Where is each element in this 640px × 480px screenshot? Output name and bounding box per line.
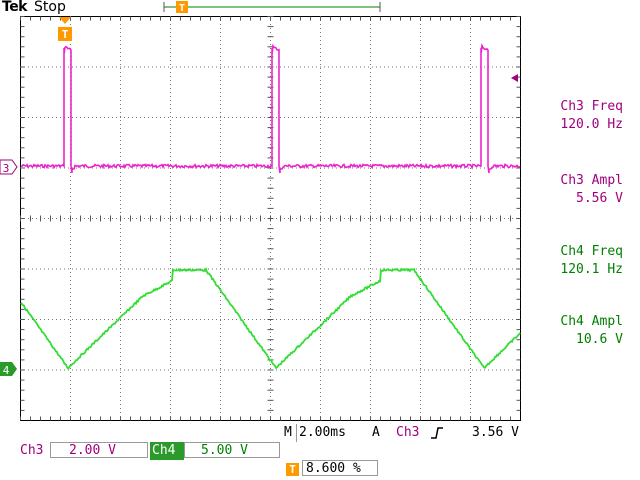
trigger-level[interactable]: 3.56 V (472, 425, 519, 440)
brand-logo: Tek (2, 0, 28, 15)
ch4-ground-marker[interactable]: 4 (0, 362, 17, 377)
ch3-scale-value[interactable]: 2.00 V (50, 442, 148, 458)
ch3-scale-label: Ch3 (20, 443, 44, 458)
meas-ch4-freq: Ch4 Freq 120.1 Hz (520, 243, 640, 279)
svg-text:T: T (179, 3, 185, 14)
meas-label: Ch4 Freq (560, 244, 623, 259)
trigger-mode: A (372, 425, 380, 440)
trigger-level-arrow-icon (511, 74, 518, 82)
ch4-waveform (20, 266, 521, 370)
trigger-position-icon: T (286, 463, 299, 476)
meas-ch3-freq: Ch3 Freq 120.0 Hz (520, 98, 640, 134)
record-view-bar: T (163, 1, 381, 14)
scope-display: T T 3 4 (0, 1, 521, 421)
svg-text:3: 3 (3, 162, 10, 175)
rising-edge-icon (431, 427, 443, 439)
timebase-value[interactable]: 2.00ms (296, 424, 346, 442)
meas-value: 120.1 Hz (560, 262, 623, 277)
svg-text:T: T (62, 28, 69, 41)
meas-value: 120.0 Hz (560, 117, 623, 132)
meas-label: Ch3 Ampl (560, 173, 623, 188)
ch3-waveform (20, 43, 521, 174)
meas-value: 10.6 V (576, 332, 623, 347)
trigger-position-value[interactable]: 8.600 % (302, 460, 378, 476)
ch4-scale-label: Ch4 (150, 442, 184, 460)
channel-scales: Ch3 2.00 V Ch4 5.00 V (0, 440, 640, 460)
ch3-ground-marker[interactable]: 3 (0, 159, 18, 175)
timebase-trigger-readout: M 2.00ms A Ch3 3.56 V (282, 424, 522, 442)
meas-value: 5.56 V (576, 191, 623, 206)
svg-text:4: 4 (3, 364, 10, 377)
graticule-grid (20, 16, 521, 421)
meas-ch4-ampl: Ch4 Ampl 10.6 V (520, 313, 640, 349)
trigger-time-marker-icon: T (58, 17, 72, 41)
trigger-position-readout: T 8.600 % (0, 460, 640, 480)
trigger-position-marker-icon (176, 1, 188, 13)
meas-label: Ch3 Freq (560, 99, 623, 114)
ch4-scale-value[interactable]: 5.00 V (184, 442, 280, 458)
timebase-prefix: M (284, 425, 292, 440)
acquisition-state: Stop (34, 0, 66, 15)
meas-label: Ch4 Ampl (560, 314, 623, 329)
trigger-source[interactable]: Ch3 (396, 425, 420, 440)
meas-ch3-ampl: Ch3 Ampl 5.56 V (520, 172, 640, 208)
